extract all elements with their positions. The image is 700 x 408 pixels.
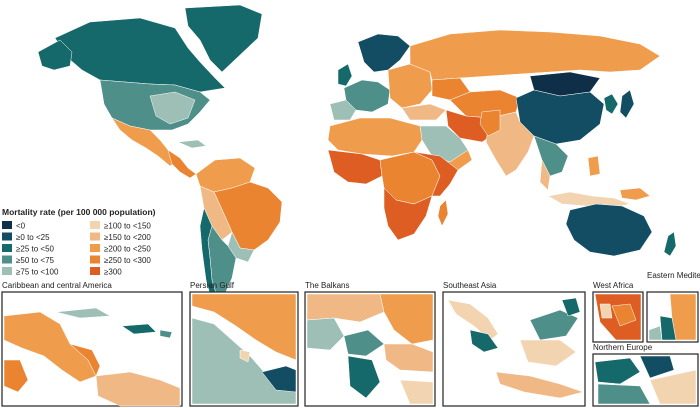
legend-swatch	[90, 221, 100, 229]
region-madagascar	[437, 199, 449, 227]
legend-swatch	[2, 255, 12, 264]
region-west-africa	[327, 149, 383, 185]
region-philippines	[587, 155, 601, 177]
legend-label: ≥200 to <250	[104, 245, 151, 254]
legend-label: ≥100 to <150	[104, 222, 151, 231]
region-indonesia	[547, 191, 631, 209]
legend-swatch	[2, 232, 12, 241]
region-alaska	[37, 39, 73, 71]
inset-title-northern-europe: Northern Europe	[593, 343, 653, 352]
legend-swatch	[90, 232, 100, 241]
legend-label: ≥300	[104, 268, 122, 277]
inset-caribbean: Caribbean and central America	[1, 281, 183, 407]
legend-swatch	[2, 267, 12, 275]
inset-southeast-asia: Southeast Asia	[442, 281, 586, 407]
region-new-zealand	[663, 231, 677, 257]
legend-label: ≥50 to <75	[16, 256, 55, 265]
region-papua	[619, 187, 651, 201]
region-eastern-europe	[387, 63, 433, 109]
legend-label: ≥0 to <25	[16, 233, 50, 242]
inset-title-persian-gulf: Persian Gulf	[190, 281, 235, 290]
legend-label: ≥150 to <200	[104, 233, 151, 242]
legend: Mortality rate (per 100 000 population) …	[2, 207, 156, 277]
legend-swatch	[90, 244, 100, 252]
legend-label: ≥25 to <50	[16, 245, 55, 254]
region-russia	[409, 29, 661, 81]
legend-swatch	[2, 221, 12, 229]
region-canada	[54, 17, 226, 93]
region-uk	[337, 63, 353, 87]
legend-swatch	[90, 267, 100, 275]
region-korea-japan	[603, 93, 619, 115]
region-central-america	[167, 149, 197, 179]
region-usa-east	[149, 91, 196, 125]
inset-northern-europe: Northern Europe	[592, 343, 699, 407]
region-australia	[565, 203, 653, 257]
region-north-africa	[327, 117, 423, 157]
legend-swatch	[90, 255, 100, 264]
legend-label: ≥75 to <100	[16, 268, 59, 277]
inset-west-africa: West Africa	[592, 281, 644, 343]
region-scandinavia	[357, 33, 411, 73]
region-cuba	[177, 139, 207, 149]
region-greenland	[184, 4, 263, 73]
inset-title-caribbean: Caribbean and central America	[2, 281, 112, 290]
region-east-africa	[413, 151, 459, 197]
legend-label: <0	[16, 222, 26, 231]
inset-eastern-mediterranean: Eastern Mediterranean	[646, 271, 700, 343]
region-japan	[619, 89, 635, 119]
region-iberia	[329, 99, 357, 121]
inset-title-southeast-asia: Southeast Asia	[443, 281, 497, 290]
region-pakistan	[479, 109, 501, 137]
legend-label: ≥250 to <300	[104, 256, 151, 265]
inset-title-balkans: The Balkans	[305, 281, 349, 290]
inset-balkans: The Balkans	[304, 281, 436, 407]
region-turkey	[401, 103, 447, 121]
legend-title: Mortality rate (per 100 000 population)	[2, 207, 156, 217]
legend-swatch	[2, 244, 12, 252]
world-map	[37, 4, 677, 303]
inset-title-eastern-mediterranean: Eastern Mediterranean	[647, 271, 700, 280]
region-southern-africa	[383, 187, 433, 241]
inset-title-west-africa: West Africa	[593, 281, 634, 290]
inset-persian-gulf: Persian Gulf	[189, 281, 299, 407]
region-thailand	[539, 159, 551, 191]
